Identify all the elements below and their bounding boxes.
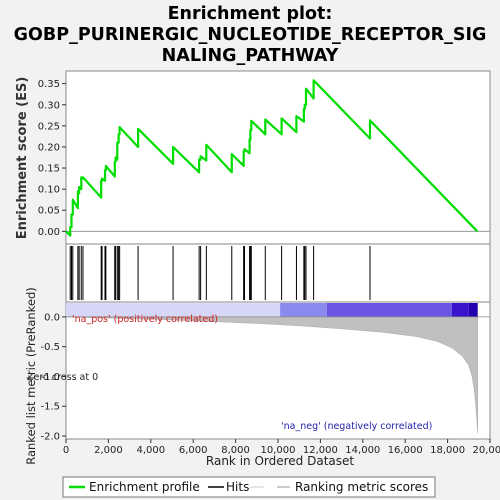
title-line-1: Enrichment plot: [168, 4, 333, 24]
metric-ytick-label: -2.0 [40, 432, 60, 443]
es-layer: 0.00 0.05 0.10 0.15 0.20 0.25 0.30 0.35 [38, 79, 490, 238]
xtick-label: 10,000 [261, 445, 296, 456]
metric-layer: 0.0 -0.5 -1.0 -1.5 -2.00 2,000 4,000 6,000 8,000… [40, 312, 500, 456]
es-ytick-label: 0.00 [38, 227, 60, 238]
metric-ytick-label: -1.5 [40, 402, 60, 413]
x-axis-label: Rank in Ordered Dataset [206, 454, 354, 468]
es-ytick-label: 0.30 [38, 100, 60, 111]
legend-metric-label: Ranking metric scores [295, 480, 428, 494]
zero-cross-annotation: Zero cross at 0 [27, 372, 98, 383]
es-panel [65, 70, 491, 245]
es-axis-label: Enrichment score (ES) [15, 77, 30, 240]
es-ytick-label: 0.20 [38, 142, 60, 153]
legend: Enrichment profile Hits Ranking metric s… [62, 476, 436, 498]
legend-hits-label: Hits [226, 480, 249, 494]
xtick-label: 16,000 [388, 445, 423, 456]
es-line [65, 79, 479, 237]
title-line-2: GOBP_PURINERGIC_NUCLEOTIDE_RECEPTOR_SIG [14, 25, 487, 45]
es-ytick-label: 0.25 [38, 121, 60, 132]
hits-layer [69, 246, 371, 300]
xtick-label: 12,000 [303, 445, 338, 456]
xtick-label: 8,000 [221, 445, 250, 456]
heat-band-segment [280, 303, 327, 317]
metric-ytick-label: 0.0 [44, 312, 60, 323]
heat-band-segment [451, 303, 469, 317]
es-ytick-label: 0.35 [38, 79, 60, 90]
chart-title: Enrichment plot: GOBP_PURINERGIC_NUCLEOT… [14, 4, 487, 66]
es-ytick-label: 0.05 [38, 206, 60, 217]
xtick-label: 6,000 [179, 445, 208, 456]
xtick-label: 20,000 [473, 445, 500, 456]
xtick-label: 2,000 [94, 445, 123, 456]
xtick-label: 0 [63, 445, 69, 456]
heat-band-segment [468, 303, 478, 317]
xtick-label: 18,000 [430, 445, 465, 456]
heat-band [66, 303, 478, 317]
hits-panel [65, 243, 491, 303]
legend-box [62, 476, 436, 498]
xtick-label: 4,000 [136, 445, 165, 456]
metric-ytick-label: -0.5 [40, 342, 60, 353]
metric-area [65, 316, 478, 434]
legend-es-label: Enrichment profile [89, 480, 200, 494]
title-line-3: NALING_PATHWAY [162, 46, 339, 66]
heat-band-segment [326, 303, 452, 317]
metric-axis-label: Ranked list metric (PreRanked) [24, 287, 38, 465]
neg-annotation: 'na_neg' (negatively correlated) [281, 421, 432, 432]
xtick-label: 14,000 [345, 445, 380, 456]
es-ytick-label: 0.15 [38, 164, 60, 175]
metric-ytick-label: -1.0 [40, 372, 60, 383]
pos-annotation: 'na_pos' (positively correlated) [72, 314, 218, 325]
es-ytick-label: 0.10 [38, 185, 60, 196]
heat-band-segment [66, 303, 281, 317]
